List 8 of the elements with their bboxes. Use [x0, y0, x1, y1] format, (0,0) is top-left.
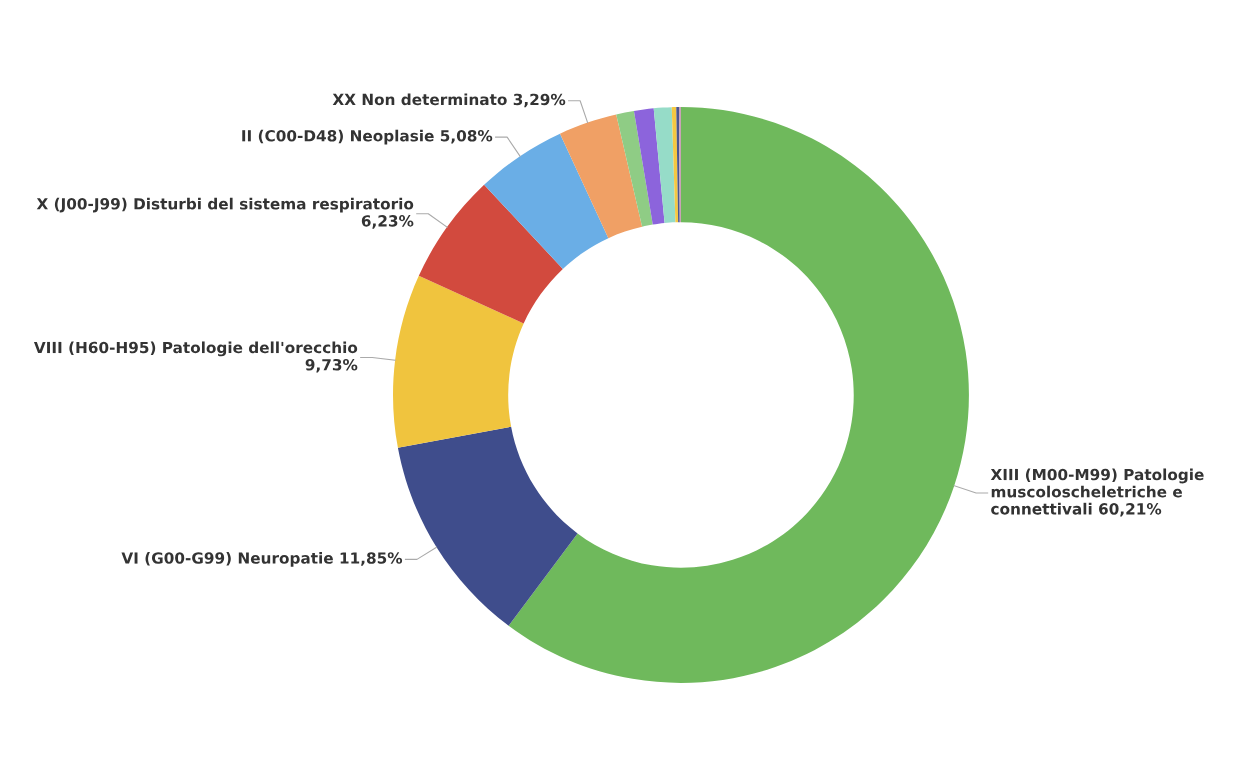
slice-label: II (C00-D48) Neoplasie 5,08%: [242, 129, 493, 145]
data-label: 9,73%: [305, 358, 358, 373]
slice-label: XX Non determinato 3,29%: [332, 93, 566, 108]
slice-label: X (J00-J99) Disturbi del sistema respiratorio: [36, 197, 414, 213]
slice-label: VI (G00-G99) Neuropatie 11,85%: [121, 551, 403, 567]
slice-label: XIII (M00-M99) Patologie muscoloscheletriche e connettivali 60,21%: [990, 468, 1204, 517]
data-label: 6,23%: [361, 215, 414, 229]
slice-label: VIII (H60-H95) Patologie dell'orecchio: [33, 341, 358, 357]
